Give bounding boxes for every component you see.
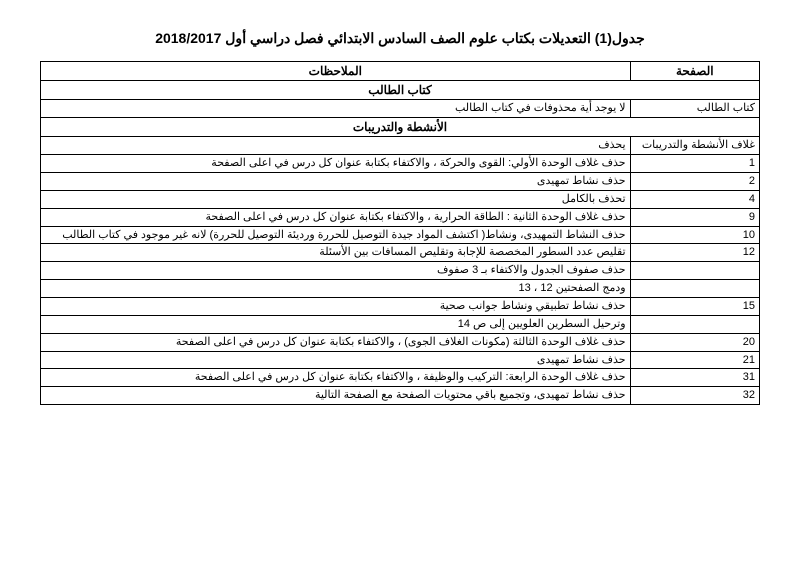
table-row: 32 حذف نشاط تمهيدى، وتجميع باقي محتويات … xyxy=(41,387,760,405)
page-cell xyxy=(630,280,759,298)
notes-cell: وترحيل السطرين العلويين إلى ص 14 xyxy=(41,315,631,333)
notes-cell: حذف النشاط التمهيدى، ونشاط( اكتشف المواد… xyxy=(41,226,631,244)
table-row: 4 تحذف بالكامل xyxy=(41,190,760,208)
table-row: 9 حذف غلاف الوحدة الثانية : الطاقة الحرا… xyxy=(41,208,760,226)
page-cell: 9 xyxy=(630,208,759,226)
section-row: الأنشطة والتدريبات xyxy=(41,118,760,137)
amendments-table: الصفحة الملاحظات كتاب الطالب كتاب الطالب… xyxy=(40,61,760,405)
notes-cell: حذف غلاف الوحدة الثالثة (مكونات الغلاف ا… xyxy=(41,333,631,351)
notes-cell: ودمج الصفحتين 12 ، 13 xyxy=(41,280,631,298)
page-cell: 15 xyxy=(630,298,759,316)
page-cell: 12 xyxy=(630,244,759,262)
table-row: 10 حذف النشاط التمهيدى، ونشاط( اكتشف الم… xyxy=(41,226,760,244)
table-row: 1 حذف غلاف الوحدة الأولي: القوى والحركة … xyxy=(41,155,760,173)
table-row: كتاب الطالب لا يوجد أية محذوفات في كتاب … xyxy=(41,100,760,118)
page-cell: 4 xyxy=(630,190,759,208)
page-cell: غلاف الأنشطة والتدريبات xyxy=(630,137,759,155)
page-cell: 21 xyxy=(630,351,759,369)
notes-cell: حذف نشاط تطبيقي ونشاط جوانب صحية xyxy=(41,298,631,316)
page-cell xyxy=(630,262,759,280)
notes-cell: حذف نشاط تمهيدى، وتجميع باقي محتويات الص… xyxy=(41,387,631,405)
notes-cell: حذف غلاف الوحدة الرابعة: التركيب والوظيف… xyxy=(41,369,631,387)
page-cell: 2 xyxy=(630,173,759,191)
page-cell: 10 xyxy=(630,226,759,244)
notes-cell: لا يوجد أية محذوفات في كتاب الطالب xyxy=(41,100,631,118)
page-cell xyxy=(630,315,759,333)
col-header-page: الصفحة xyxy=(630,62,759,81)
table-row: 31 حذف غلاف الوحدة الرابعة: التركيب والو… xyxy=(41,369,760,387)
table-row: ودمج الصفحتين 12 ، 13 xyxy=(41,280,760,298)
notes-cell: تحذف بالكامل xyxy=(41,190,631,208)
section-row: كتاب الطالب xyxy=(41,81,760,100)
notes-cell: تقليص عدد السطور المخصصة للإجابة وتقليص … xyxy=(41,244,631,262)
table-row: 21 حذف نشاط تمهيدى xyxy=(41,351,760,369)
table-row: 15 حذف نشاط تطبيقي ونشاط جوانب صحية xyxy=(41,298,760,316)
notes-cell: حذف صفوف الجدول والاكتفاء بـ 3 صفوف xyxy=(41,262,631,280)
table-row: حذف صفوف الجدول والاكتفاء بـ 3 صفوف xyxy=(41,262,760,280)
table-row: 12 تقليص عدد السطور المخصصة للإجابة وتقل… xyxy=(41,244,760,262)
notes-cell: حذف نشاط تمهيدى xyxy=(41,351,631,369)
section-header: الأنشطة والتدريبات xyxy=(41,118,760,137)
page-cell: 31 xyxy=(630,369,759,387)
page-cell: 32 xyxy=(630,387,759,405)
table-row: 2 حذف نشاط تمهيدى xyxy=(41,173,760,191)
notes-cell: يحذف xyxy=(41,137,631,155)
page-cell: 1 xyxy=(630,155,759,173)
col-header-notes: الملاحظات xyxy=(41,62,631,81)
notes-cell: حذف غلاف الوحدة الثانية : الطاقة الحراري… xyxy=(41,208,631,226)
page-cell: كتاب الطالب xyxy=(630,100,759,118)
document-title: جدول(1) التعديلات بكتاب علوم الصف السادس… xyxy=(40,30,760,47)
section-header: كتاب الطالب xyxy=(41,81,760,100)
header-row: الصفحة الملاحظات xyxy=(41,62,760,81)
notes-cell: حذف نشاط تمهيدى xyxy=(41,173,631,191)
table-row: غلاف الأنشطة والتدريبات يحذف xyxy=(41,137,760,155)
notes-cell: حذف غلاف الوحدة الأولي: القوى والحركة ، … xyxy=(41,155,631,173)
page-cell: 20 xyxy=(630,333,759,351)
table-row: 20 حذف غلاف الوحدة الثالثة (مكونات الغلا… xyxy=(41,333,760,351)
table-row: وترحيل السطرين العلويين إلى ص 14 xyxy=(41,315,760,333)
